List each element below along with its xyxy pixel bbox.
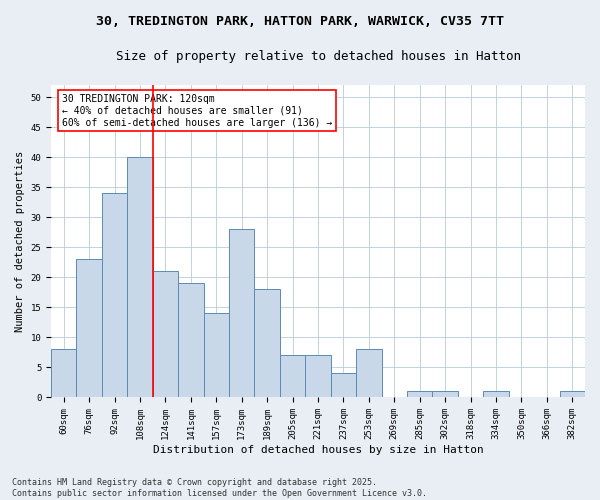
Text: 30 TREDINGTON PARK: 120sqm
← 40% of detached houses are smaller (91)
60% of semi: 30 TREDINGTON PARK: 120sqm ← 40% of deta…	[62, 94, 332, 128]
Bar	[331, 374, 356, 398]
Bar	[51, 350, 76, 398]
Bar	[560, 392, 585, 398]
Bar	[76, 260, 102, 398]
Bar	[407, 392, 433, 398]
Bar	[433, 392, 458, 398]
X-axis label: Distribution of detached houses by size in Hatton: Distribution of detached houses by size …	[152, 445, 484, 455]
Text: Contains HM Land Registry data © Crown copyright and database right 2025.
Contai: Contains HM Land Registry data © Crown c…	[12, 478, 427, 498]
Bar	[153, 272, 178, 398]
Bar	[280, 356, 305, 398]
Bar	[305, 356, 331, 398]
Bar	[356, 350, 382, 398]
Bar	[178, 284, 203, 398]
Bar	[254, 290, 280, 398]
Bar	[127, 157, 153, 398]
Text: 30, TREDINGTON PARK, HATTON PARK, WARWICK, CV35 7TT: 30, TREDINGTON PARK, HATTON PARK, WARWIC…	[96, 15, 504, 28]
Bar	[102, 193, 127, 398]
Bar	[483, 392, 509, 398]
Bar	[203, 314, 229, 398]
Title: Size of property relative to detached houses in Hatton: Size of property relative to detached ho…	[116, 50, 521, 63]
Bar	[229, 229, 254, 398]
Y-axis label: Number of detached properties: Number of detached properties	[15, 150, 25, 332]
